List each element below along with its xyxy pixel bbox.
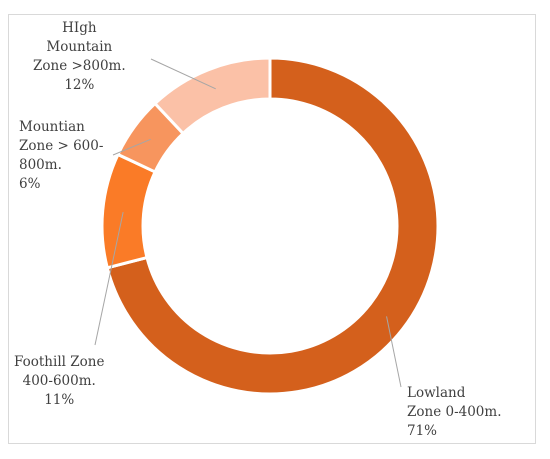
data-label-mountian-line-4: 6% bbox=[19, 176, 41, 192]
data-label-high-mountain-line-4: 12% bbox=[64, 77, 95, 93]
data-label-high-mountain: HIgh Mountain Zone >800m. 12% bbox=[33, 19, 126, 95]
data-label-high-mountain-line-3: Zone >800m. bbox=[33, 58, 126, 74]
data-label-lowland-line-1: Lowland bbox=[407, 385, 466, 401]
data-label-mountian-line-1: Mountian bbox=[19, 119, 85, 135]
donut-chart bbox=[94, 56, 440, 396]
chart-frame: Lowland Zone 0-400m. 71% Foothill Zone 4… bbox=[8, 14, 536, 444]
data-label-lowland-line-3: 71% bbox=[407, 423, 438, 439]
leader-line-lowland bbox=[386, 316, 402, 388]
data-label-lowland-line-2: Zone 0-400m. bbox=[407, 404, 502, 420]
data-label-foothill-line-2: 400-600m. bbox=[22, 373, 96, 389]
data-label-foothill-line-3: 11% bbox=[44, 392, 75, 408]
leader-line-high-mountain bbox=[150, 58, 216, 90]
donut-slice-foothill bbox=[100, 152, 158, 270]
leader-line-mountian bbox=[112, 138, 151, 156]
donut-slice-high-mountain bbox=[152, 56, 272, 136]
data-label-foothill: Foothill Zone 400-600m. 11% bbox=[14, 353, 104, 410]
data-label-mountian: Mountian Zone > 600- 800m. 6% bbox=[19, 118, 103, 194]
data-label-mountian-line-3: 800m. bbox=[19, 157, 62, 173]
data-label-high-mountain-line-1: HIgh bbox=[62, 20, 97, 36]
data-label-mountian-line-2: Zone > 600- bbox=[19, 138, 104, 154]
data-label-high-mountain-line-2: Mountain bbox=[46, 39, 113, 55]
leader-line-foothill bbox=[94, 212, 124, 346]
data-label-foothill-line-1: Foothill Zone bbox=[14, 354, 105, 370]
data-label-lowland: Lowland Zone 0-400m. 71% bbox=[407, 384, 502, 441]
donut-slice-lowland bbox=[105, 56, 440, 396]
